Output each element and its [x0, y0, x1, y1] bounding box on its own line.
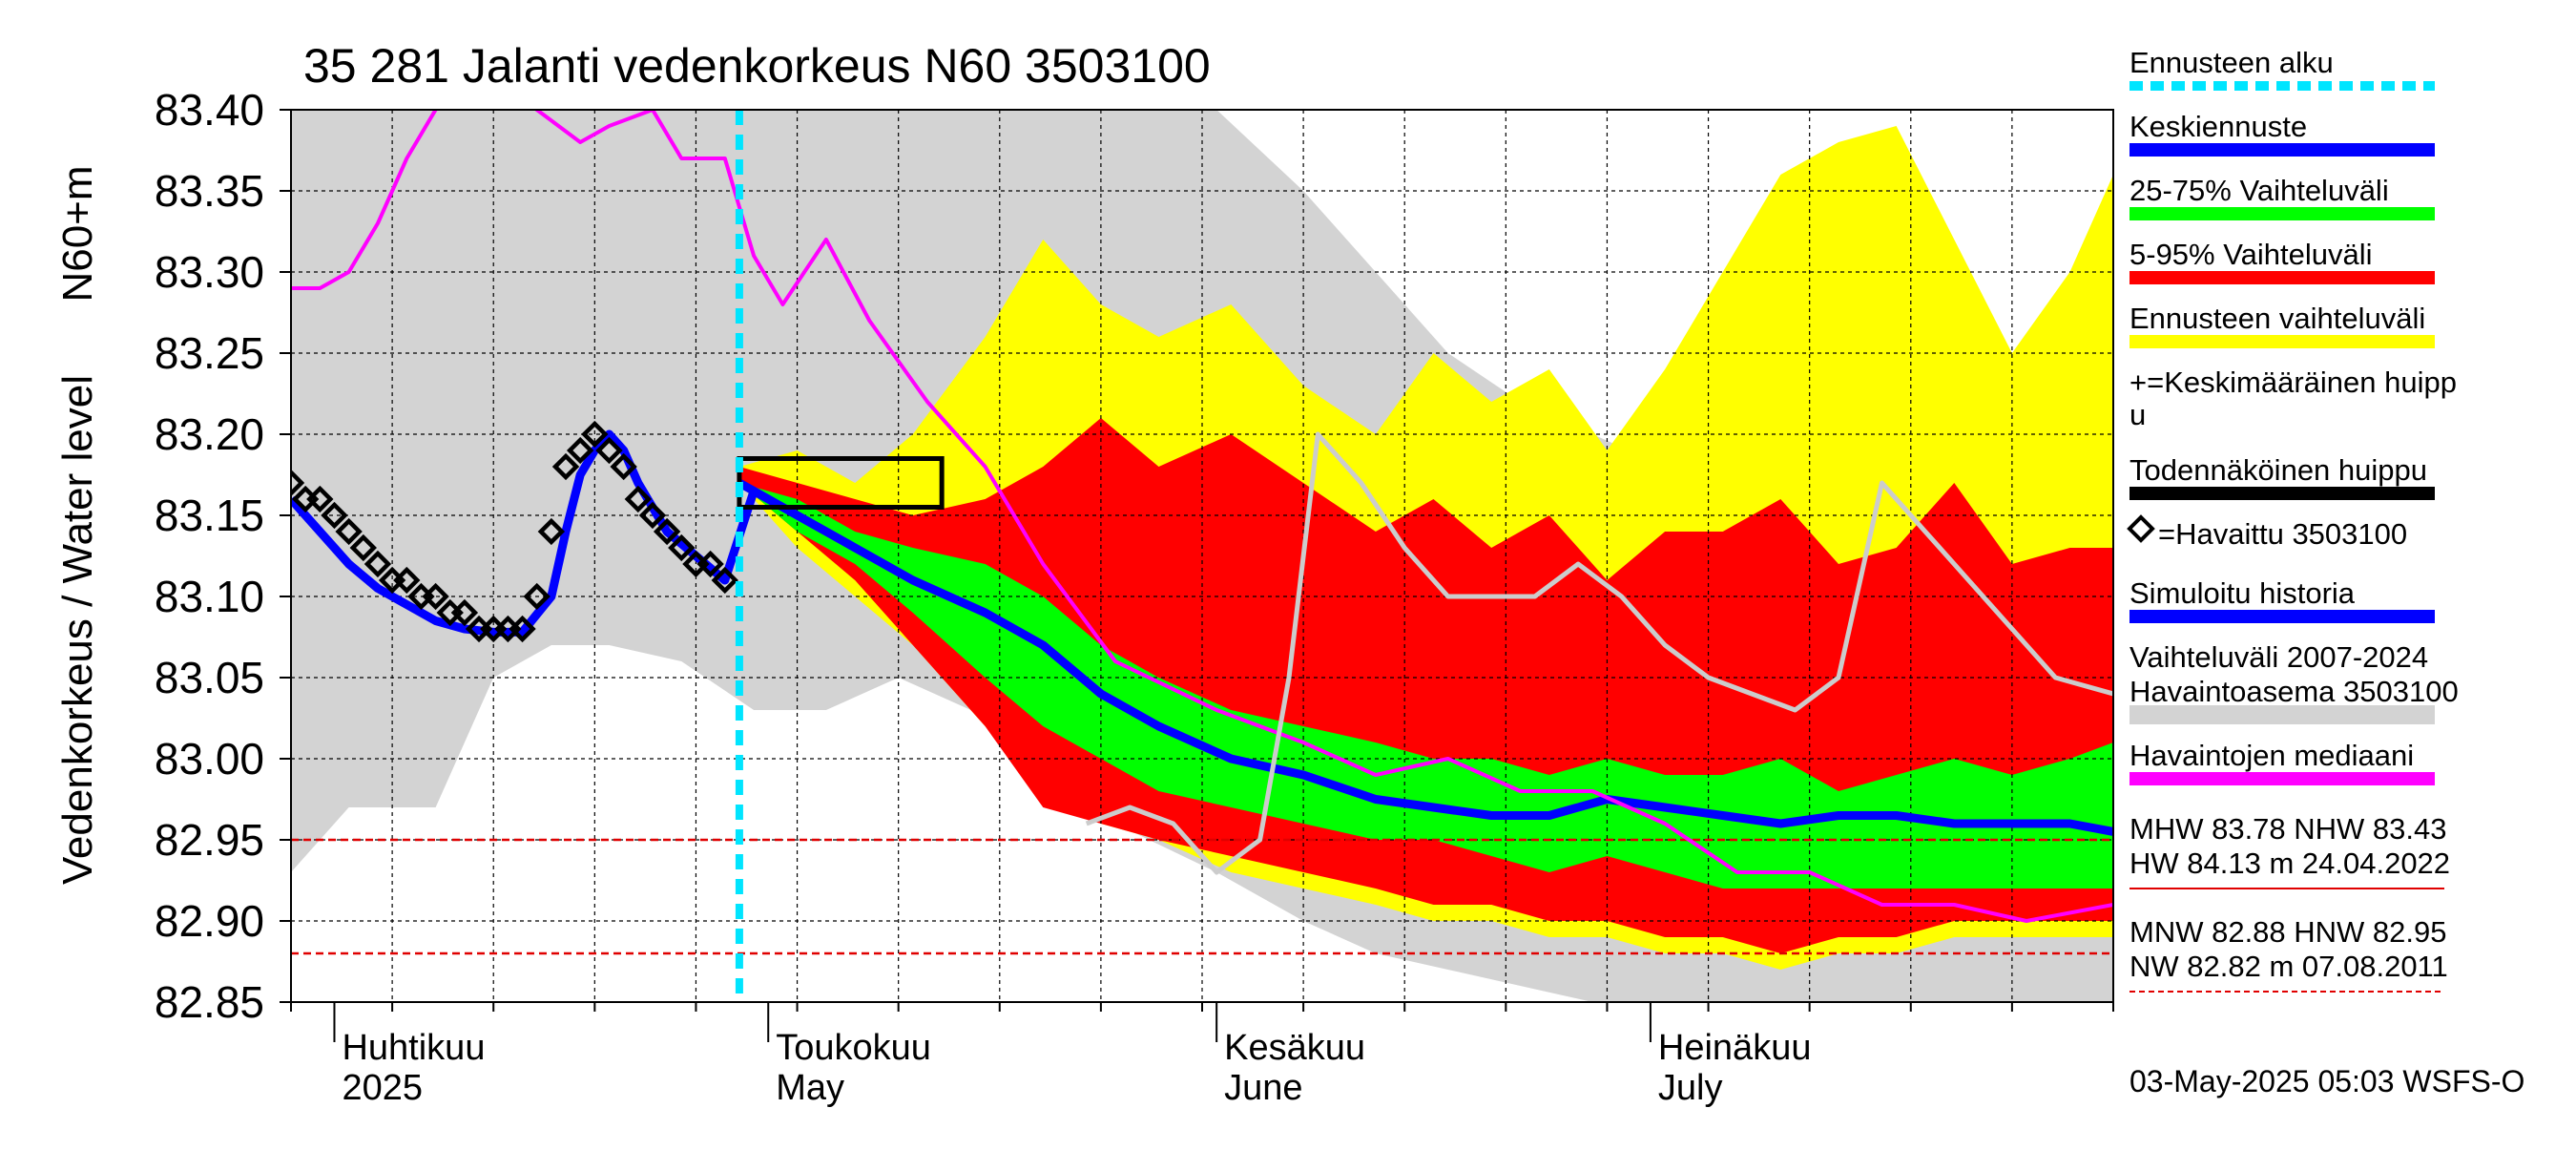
series-line-3 — [1085, 431, 2113, 875]
observed-marker — [537, 517, 566, 546]
y-tick-label: 83.25 — [155, 328, 264, 378]
observed-marker — [450, 598, 479, 627]
legend-swatch — [2129, 207, 2435, 220]
y-tick-label: 83.35 — [155, 166, 264, 216]
x-month-sublabel: June — [1224, 1068, 1302, 1108]
legend-swatch — [2129, 705, 2435, 724]
y-axis-unit: N60+m — [54, 165, 101, 302]
legend-swatch — [2129, 271, 2435, 284]
x-month-label: Heinäkuu — [1658, 1028, 1812, 1068]
y-tick-label: 83.30 — [155, 247, 264, 297]
legend-diamond-icon — [2127, 514, 2155, 543]
chart-title: 35 281 Jalanti vedenkorkeus N60 3503100 — [303, 39, 1211, 93]
observed-marker — [595, 436, 623, 465]
observed-marker — [551, 452, 580, 481]
legend-label: 5-95% Vaihteluväli — [2129, 238, 2372, 271]
observed-marker — [321, 501, 348, 530]
legend-label: +=Keskimääräinen huipp — [2129, 366, 2457, 399]
legend-label: Simuloitu historia — [2129, 576, 2356, 610]
y-axis-label: Vedenkorkeus / Water level — [54, 375, 101, 885]
legend-label: Todennäköinen huippu — [2129, 453, 2427, 487]
observed-marker — [393, 566, 421, 595]
observed-marker — [696, 550, 724, 578]
observed-marker — [364, 550, 392, 578]
y-tick-label: 83.10 — [155, 572, 264, 621]
legend-swatch — [2129, 143, 2435, 157]
legend-label-cont: u — [2129, 398, 2146, 431]
y-tick-label: 82.85 — [155, 977, 264, 1027]
y-tick-label: 82.95 — [155, 815, 264, 865]
y-tick-label: 83.00 — [155, 734, 264, 784]
y-tick-label: 82.90 — [155, 896, 264, 946]
legend-label: =Havaittu 3503100 — [2158, 517, 2407, 551]
legend-label-cont: Havaintoasema 3503100 — [2129, 675, 2459, 708]
grid — [291, 110, 2113, 1002]
legend-label: Havaintojen mediaani — [2129, 739, 2414, 772]
observed-marker — [509, 615, 536, 643]
legend-swatch — [2129, 610, 2435, 623]
x-month-sublabel: May — [776, 1068, 844, 1108]
legend-swatch — [2129, 335, 2435, 348]
stat-line: HW 84.13 m 24.04.2022 — [2129, 847, 2450, 880]
x-month-label: Toukokuu — [776, 1028, 931, 1068]
observed-marker — [711, 566, 738, 595]
observed-marker — [638, 501, 667, 530]
legend-label: Ennusteen vaihteluväli — [2129, 302, 2425, 335]
band-3 — [738, 483, 2113, 889]
stat-line: MNW 82.88 HNW 82.95 — [2129, 915, 2447, 949]
legend-label: Keskiennuste — [2129, 110, 2307, 143]
legend-swatch — [2129, 487, 2435, 500]
stat-line: MHW 83.78 NHW 83.43 — [2129, 812, 2447, 846]
observed-marker — [422, 582, 449, 611]
chart-footer: 03-May-2025 05:03 WSFS-O — [2129, 1064, 2524, 1098]
observed-marker — [335, 517, 363, 546]
x-month-sublabel: 2025 — [342, 1068, 423, 1108]
observed-marker — [306, 485, 334, 513]
observed-marker — [291, 469, 305, 497]
legend-label: Ennusteen alku — [2129, 46, 2334, 79]
observed-marker — [581, 420, 609, 449]
x-month-sublabel: July — [1658, 1068, 1723, 1108]
series-line-0 — [737, 479, 2113, 836]
series-line-1 — [291, 110, 2113, 923]
observed-marker — [668, 533, 696, 562]
legend-swatch — [2129, 772, 2435, 785]
y-tick-label: 83.05 — [155, 653, 264, 702]
y-tick-label: 83.40 — [155, 85, 264, 135]
plot-area — [291, 110, 2113, 1002]
legend-label: Vaihteluväli 2007-2024 — [2129, 640, 2428, 674]
observed-marker — [624, 485, 652, 513]
observed-marker — [523, 582, 551, 611]
legend-label: 25-75% Vaihteluväli — [2129, 174, 2389, 207]
y-tick-label: 83.20 — [155, 409, 264, 459]
x-month-label: Kesäkuu — [1224, 1028, 1365, 1068]
observed-marker — [653, 517, 681, 546]
x-month-label: Huhtikuu — [342, 1028, 485, 1068]
observed-marker — [566, 436, 594, 465]
observed-marker — [610, 452, 637, 481]
observed-marker — [349, 533, 377, 562]
stat-line: NW 82.82 m 07.08.2011 — [2129, 950, 2448, 983]
y-tick-label: 83.15 — [155, 491, 264, 540]
